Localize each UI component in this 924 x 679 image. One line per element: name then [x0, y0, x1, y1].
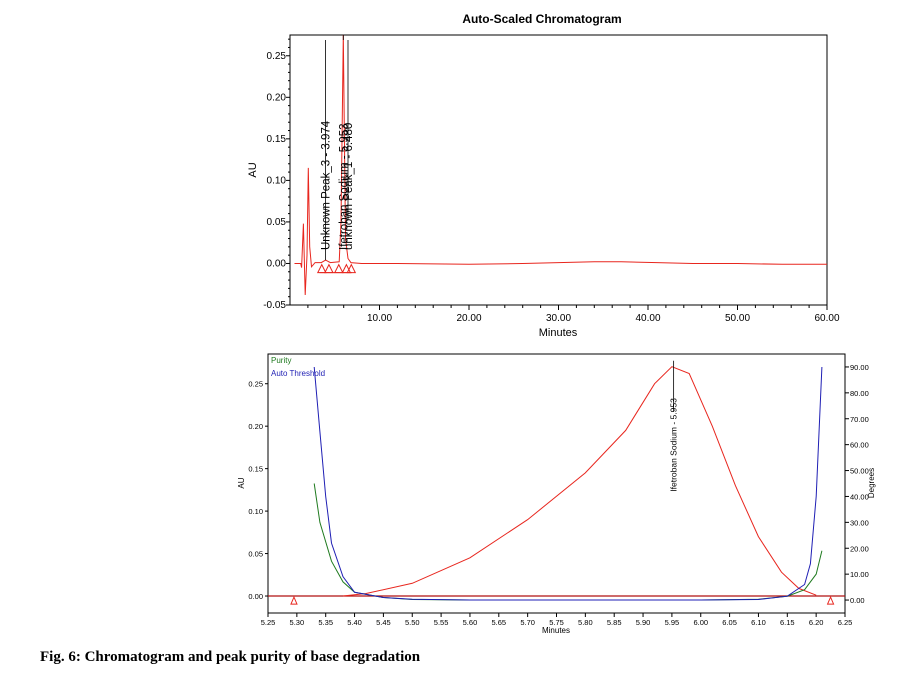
x-tick-label: 6.25	[838, 618, 853, 627]
x-tick-label: 10.00	[367, 313, 392, 324]
y-tick-label: 0.10	[248, 507, 263, 516]
legend-auto-threshold: Auto Threshold	[271, 369, 325, 378]
y2-axis-label: Degrees	[867, 468, 876, 498]
y-axis-label: AU	[247, 162, 259, 177]
y-tick-label: 0.05	[267, 217, 287, 228]
chromatogram-chart: Auto-Scaled Chromatogram -0.05 0.00 0.05 0.…	[247, 12, 840, 339]
peak-label: Unknown Peak_3 - 3.974	[321, 120, 333, 250]
y-tick-label: 0.00	[248, 592, 263, 601]
apex-label: Ifetroban Sodium - 5.953	[669, 398, 679, 492]
peak-purity-chart: 0.00 0.05 0.10 0.15 0.20 0.25 0.00 10.00 20.00 3…	[237, 353, 876, 635]
y-tick-label: 0.20	[248, 422, 263, 431]
y-tick-label: 0.05	[248, 550, 263, 559]
y-axis-label: AU	[237, 477, 246, 488]
y2-tick-label: 60.00	[850, 441, 869, 450]
chart-title: Auto-Scaled Chromatogram	[462, 12, 621, 26]
x-tick-label: 5.75	[549, 618, 564, 627]
y2-tick-label: 80.00	[850, 389, 869, 398]
y2-tick-label: 40.00	[850, 492, 869, 501]
y2-tick-label: 90.00	[850, 363, 869, 372]
purity-marks: Ifetroban Sodium - 5.953	[268, 360, 845, 605]
chromatogram-marks: Unknown Peak_3 - 3.974 Ifetroban Sodium -…	[294, 34, 827, 296]
y2-tick-label: 0.00	[850, 596, 865, 605]
y2-tick-label: 70.00	[850, 415, 869, 424]
x-axis-label: Minutes	[539, 327, 578, 339]
y-tick-label: 0.25	[248, 380, 263, 389]
integration-marker	[324, 263, 334, 274]
x-axis-ticks: 5.25 5.30 5.35 5.40 5.45 5.50 5.55 5.60 5.65 5.70…	[261, 613, 853, 627]
x-tick-label: 30.00	[546, 313, 571, 324]
x-tick-label: 6.15	[780, 618, 795, 627]
y2-tick-label: 10.00	[850, 570, 869, 579]
integration-marker	[826, 595, 835, 605]
y-tick-label: 0.25	[267, 51, 287, 62]
chromatogram-line	[294, 34, 827, 296]
peak-label: unknown Peak_1 - 6.480	[343, 123, 355, 250]
y2-axis-ticks: 0.00 10.00 20.00 30.00 40.00 50.00 60.00 70.00 8…	[845, 363, 869, 605]
y-axis-ticks: 0.00 0.05 0.10 0.15 0.20 0.25	[248, 380, 268, 601]
figure-caption: Fig. 6: Chromatogram and peak purity of …	[40, 649, 421, 665]
x-tick-label: 5.95	[665, 618, 680, 627]
x-tick-label: 6.05	[722, 618, 737, 627]
x-tick-label: 5.85	[607, 618, 622, 627]
y-axis-ticks: -0.05 0.00 0.05 0.10 0.15 0.20 0.25	[263, 38, 290, 311]
y2-tick-label: 20.00	[850, 544, 869, 553]
y2-tick-label: 30.00	[850, 518, 869, 527]
peak-label: Ifetroban Sodium - 5.953	[338, 123, 350, 250]
x-tick-label: 50.00	[725, 313, 750, 324]
y-tick-label: 0.15	[267, 134, 287, 145]
x-tick-label: 5.90	[636, 618, 651, 627]
integration-marker	[341, 263, 352, 274]
x-tick-label: 5.35	[318, 618, 333, 627]
x-tick-label: 5.70	[520, 618, 535, 627]
integration-marker	[346, 263, 357, 274]
x-tick-label: 5.40	[347, 618, 362, 627]
x-axis-ticks: 10.00 20.00 30.00 40.00 50.00 60.00	[307, 305, 840, 324]
integration-marker	[290, 595, 298, 605]
y-tick-label: -0.05	[263, 300, 286, 311]
series-line	[313, 366, 823, 601]
series-line	[313, 483, 823, 601]
y-tick-label: 0.00	[267, 258, 287, 269]
x-tick-label: 5.50	[405, 618, 420, 627]
y-tick-label: 0.15	[248, 465, 263, 474]
integration-marker	[316, 263, 327, 274]
x-tick-label: 6.10	[751, 618, 766, 627]
legend-purity: Purity	[271, 356, 291, 365]
x-tick-label: 5.45	[376, 618, 391, 627]
x-tick-label: 5.80	[578, 618, 593, 627]
x-tick-label: 5.30	[290, 618, 305, 627]
y-tick-label: 0.20	[267, 92, 287, 103]
y2-tick-label: 50.00	[850, 467, 869, 476]
y-tick-label: 0.10	[267, 175, 287, 186]
series-line	[342, 366, 817, 597]
integration-marker	[333, 263, 344, 274]
x-tick-label: 60.00	[814, 313, 839, 324]
x-tick-label: 5.60	[463, 618, 478, 627]
x-axis-label: Minutes	[542, 626, 570, 635]
purity-plot-frame	[267, 353, 846, 614]
x-tick-label: 40.00	[635, 313, 660, 324]
x-tick-label: 6.20	[809, 618, 824, 627]
x-tick-label: 5.65	[491, 618, 506, 627]
plot-frame	[289, 34, 828, 306]
x-tick-label: 5.55	[434, 618, 449, 627]
x-tick-label: 20.00	[456, 313, 481, 324]
x-tick-label: 6.00	[693, 618, 708, 627]
x-tick-label: 5.25	[261, 618, 276, 627]
